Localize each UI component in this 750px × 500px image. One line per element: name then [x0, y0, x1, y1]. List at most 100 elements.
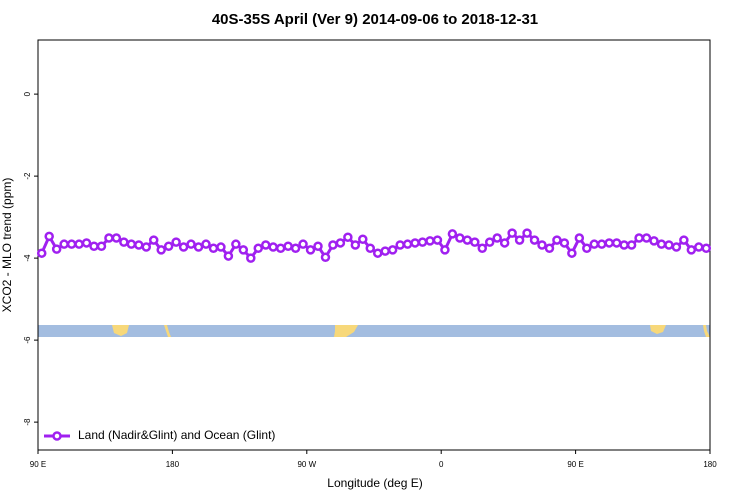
point: [604, 238, 614, 248]
point: [178, 242, 189, 252]
point: [499, 238, 510, 248]
point: [671, 242, 682, 252]
point: [425, 236, 435, 246]
point: [544, 243, 555, 254]
point: [201, 239, 211, 249]
point: [260, 240, 271, 250]
point: [148, 235, 159, 245]
point: [522, 228, 532, 238]
point: [208, 243, 219, 254]
point: [104, 233, 114, 243]
point: [320, 252, 331, 263]
legend-label: Land (Nadir&Glint) and Ocean (Glint): [78, 428, 275, 442]
point: [59, 239, 69, 249]
point: [582, 243, 592, 254]
point: [89, 241, 99, 251]
point: [686, 245, 697, 255]
point: [701, 243, 712, 254]
point: [574, 233, 585, 243]
point: [313, 241, 323, 251]
point: [141, 242, 152, 252]
point: [44, 231, 54, 242]
point: [514, 235, 525, 245]
point: [111, 233, 122, 243]
point: [611, 238, 622, 248]
point: [432, 235, 443, 245]
point: [380, 246, 390, 256]
point: [656, 239, 667, 249]
point: [470, 237, 480, 247]
point: [507, 228, 517, 238]
x-tick-label: 180: [703, 460, 717, 469]
point: [529, 235, 540, 245]
point: [417, 237, 428, 247]
point: [81, 238, 92, 248]
point: [641, 233, 652, 243]
y-tick-label: -4: [23, 254, 32, 262]
point: [238, 245, 249, 255]
x-tick-label: 90 W: [297, 460, 316, 469]
point: [447, 229, 458, 239]
point: [126, 239, 137, 249]
point: [36, 248, 47, 258]
point: [664, 240, 674, 250]
point: [455, 233, 465, 243]
y-tick-label: -2: [23, 172, 32, 180]
y-tick-label: -8: [23, 418, 32, 426]
point: [283, 241, 293, 251]
point: [626, 240, 637, 250]
x-axis-label: Longitude (deg E): [327, 476, 422, 490]
point: [679, 235, 689, 245]
point: [298, 239, 308, 249]
point: [268, 242, 278, 252]
point: [328, 240, 338, 250]
legend-marker: [52, 431, 62, 441]
point: [275, 243, 286, 254]
x-tick-label: 90 E: [30, 460, 46, 469]
point: [634, 233, 644, 243]
point: [559, 238, 570, 248]
point: [156, 245, 166, 255]
point: [358, 234, 368, 245]
x-tick-label: 180: [166, 460, 180, 469]
point: [567, 248, 577, 258]
point: [694, 242, 704, 252]
point: [335, 238, 346, 248]
point: [440, 245, 450, 255]
point: [537, 240, 547, 250]
point: [96, 241, 107, 251]
point: [387, 245, 398, 255]
point: [171, 237, 181, 247]
x-tick-label: 90 E: [567, 460, 583, 469]
chart-title: 40S-35S April (Ver 9) 2014-09-06 to 2018…: [212, 11, 538, 28]
point: [492, 233, 502, 243]
point: [395, 240, 405, 250]
plot-frame: [37, 39, 711, 451]
point: [365, 243, 376, 254]
point: [223, 251, 234, 261]
point: [216, 242, 226, 252]
point: [193, 242, 204, 252]
point: [134, 240, 144, 250]
point: [119, 237, 129, 247]
point: [477, 243, 488, 254]
point: [51, 244, 62, 254]
x-tick-label: 0: [439, 460, 444, 469]
point: [649, 236, 659, 246]
point: [163, 241, 174, 251]
point: [186, 239, 196, 249]
point: [74, 239, 84, 249]
point: [462, 235, 473, 245]
point: [290, 243, 301, 254]
point: [305, 245, 316, 255]
point: [343, 232, 353, 242]
point: [596, 239, 607, 249]
point: [619, 240, 629, 250]
point: [552, 235, 562, 245]
point: [410, 238, 420, 248]
y-tick-label: -6: [23, 336, 32, 344]
point: [484, 237, 495, 247]
point: [253, 243, 264, 254]
point: [372, 248, 383, 258]
